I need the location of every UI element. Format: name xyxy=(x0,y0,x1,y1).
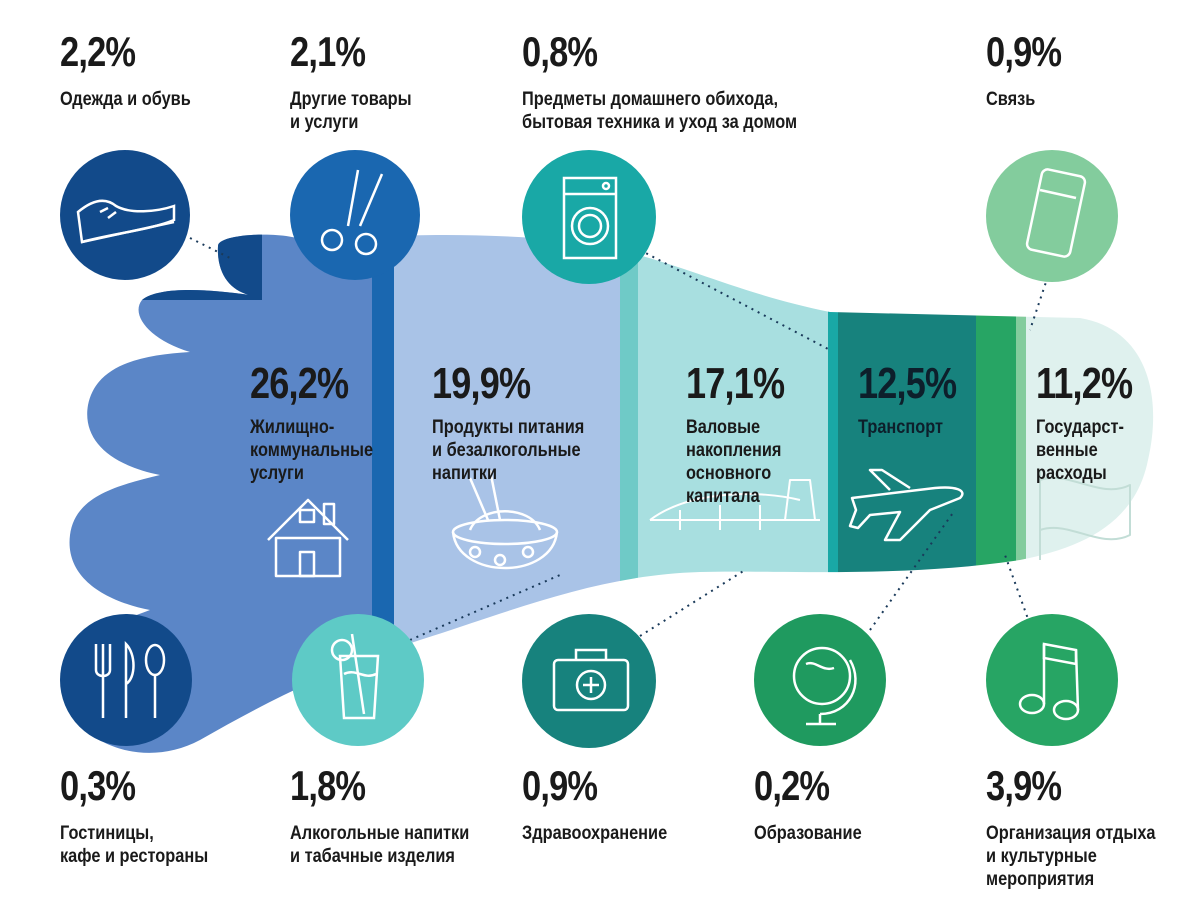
food-bowl-icon xyxy=(451,469,559,570)
stat-household: 0,8% Предметы домашнего обихода, бытовая… xyxy=(522,30,842,134)
label-education: Образование xyxy=(754,823,862,844)
label-communication: Связь xyxy=(986,89,1036,110)
value-capital: 17,1% xyxy=(686,359,785,408)
stat-leisure: 3,9% Организация отдыха и культурные мер… xyxy=(986,764,1183,891)
music-note-circle xyxy=(986,614,1118,746)
label-alcohol: Алкогольные напитки и табачные изделия xyxy=(290,823,470,867)
stat-restaurants: 0,3% Гостиницы, кафе и рестораны xyxy=(60,764,232,868)
cutlery-icon xyxy=(94,640,166,718)
washing-machine-icon xyxy=(562,176,618,260)
flag-icon xyxy=(1039,470,1131,560)
label-household: Предметы домашнего обихода, бытовая техн… xyxy=(522,89,798,133)
segment-communication xyxy=(1016,234,1026,753)
drink-glass-icon xyxy=(330,633,380,720)
stat-other-goods: 2,1% Другие товары и услуги xyxy=(290,30,431,134)
globe-circle xyxy=(754,614,886,746)
label-restaurants: Гостиницы, кафе и рестораны xyxy=(60,823,209,867)
phone-circle xyxy=(986,150,1118,282)
label-capital: Валовые накопления основного капитала xyxy=(686,417,782,507)
value-clothing: 2,2% xyxy=(60,28,136,75)
label-government: Государст- венные расходы xyxy=(1036,417,1124,484)
value-alcohol: 1,8% xyxy=(290,762,366,809)
sneaker-circle xyxy=(60,150,190,280)
airplane-icon xyxy=(848,468,964,542)
value-other-goods: 2,1% xyxy=(290,28,366,75)
scissors-icon xyxy=(320,169,384,256)
label-transport: Транспорт xyxy=(858,417,944,438)
bridge-icon xyxy=(649,479,820,530)
stat-transport: 12,5% Транспорт xyxy=(858,362,978,439)
stat-healthcare: 0,9% Здравоохранение xyxy=(522,764,691,845)
stat-communication: 0,9% Связь xyxy=(986,30,1078,111)
first-aid-kit-icon xyxy=(552,648,630,712)
stat-education: 0,2% Образование xyxy=(754,764,879,845)
cutlery-circle xyxy=(60,614,192,746)
connector-lines xyxy=(189,237,1051,641)
sneaker-icon xyxy=(76,199,176,244)
value-household: 0,8% xyxy=(522,28,598,75)
label-leisure: Организация отдыха и культурные мероприя… xyxy=(986,823,1156,890)
washing-machine-circle xyxy=(522,150,656,284)
value-housing: 26,2% xyxy=(250,359,349,408)
value-education: 0,2% xyxy=(754,762,830,809)
value-leisure: 3,9% xyxy=(986,762,1062,809)
drink-glass-circle xyxy=(292,614,424,746)
music-note-icon xyxy=(1018,642,1080,721)
value-transport: 12,5% xyxy=(858,359,957,408)
stat-capital: 17,1% Валовые накопления основного капит… xyxy=(686,362,806,508)
globe-icon xyxy=(792,646,857,726)
phone-icon xyxy=(1025,168,1087,258)
value-government: 11,2% xyxy=(1036,359,1133,408)
value-restaurants: 0,3% xyxy=(60,762,136,809)
label-food: Продукты питания и безалкогольные напитк… xyxy=(432,417,585,484)
stat-food: 19,9% Продукты питания и безалкогольные … xyxy=(432,362,609,485)
value-food: 19,9% xyxy=(432,359,531,408)
stat-alcohol: 1,8% Алкогольные напитки и табачные изде… xyxy=(290,764,498,868)
label-healthcare: Здравоохранение xyxy=(522,823,668,844)
house-icon xyxy=(267,498,349,578)
label-housing: Жилищно- коммунальные услуги xyxy=(250,417,374,484)
stat-clothing: 2,2% Одежда и обувь xyxy=(60,30,212,111)
first-aid-kit-circle xyxy=(522,614,656,748)
value-healthcare: 0,9% xyxy=(522,762,598,809)
label-other-goods: Другие товары и услуги xyxy=(290,89,412,133)
label-clothing: Одежда и обувь xyxy=(60,89,191,110)
scissors-circle xyxy=(290,150,420,280)
value-communication: 0,9% xyxy=(986,28,1062,75)
segment-health xyxy=(828,234,838,753)
stat-housing: 26,2% Жилищно- коммунальные услуги xyxy=(250,362,393,485)
stat-government: 11,2% Государст- венные расходы xyxy=(1036,362,1153,485)
